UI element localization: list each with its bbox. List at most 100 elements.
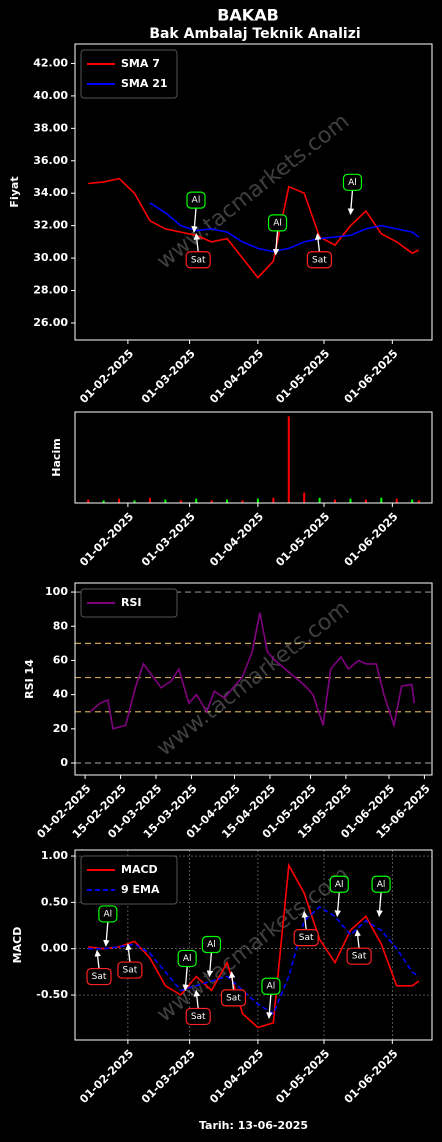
legend-label: SMA 7	[121, 57, 160, 70]
annotation-label: Sat	[92, 972, 107, 982]
volume-bar	[256, 498, 259, 503]
volume-bar	[395, 498, 398, 503]
y-tick-label: 0.00	[41, 942, 68, 955]
volume-bar	[210, 500, 213, 503]
annotation-label: Sat	[352, 952, 367, 962]
annotation-box	[329, 875, 349, 893]
axes-frame	[74, 582, 433, 776]
annotation-label: Sat	[123, 966, 138, 976]
plot-area	[89, 612, 416, 730]
legend-label: 9 EMA	[121, 883, 160, 896]
annotation-box	[185, 251, 211, 269]
volume-bar	[417, 500, 420, 503]
series-line	[89, 612, 416, 730]
y-axis-label: Hacim	[50, 438, 63, 476]
y-tick-label: 42.00	[33, 56, 68, 69]
annotation-box	[342, 173, 363, 191]
volume-bar	[179, 500, 182, 503]
annotation-label: Sat	[312, 255, 327, 265]
volume-bar	[303, 492, 306, 503]
annotation-label: Al	[273, 218, 282, 228]
annotation-label: Al	[192, 196, 201, 206]
annotation-box	[371, 875, 391, 893]
volume-bar	[133, 500, 136, 503]
annotation-box	[177, 949, 197, 968]
legend-label: SMA 21	[121, 77, 168, 90]
volume-bar	[334, 499, 337, 503]
annotation-label: Al	[104, 909, 113, 919]
y-tick-label: 60	[53, 653, 69, 666]
annotation-box	[117, 961, 143, 979]
annotation-box	[185, 1007, 211, 1026]
annotation-arrow	[191, 208, 198, 233]
y-tick-label: 80	[53, 619, 69, 632]
annotation-arrow	[182, 966, 189, 992]
annotation-arrow	[266, 994, 273, 1019]
annotation-arrow	[125, 943, 132, 963]
legend-label: MACD	[121, 863, 158, 876]
annotation-box	[267, 214, 288, 232]
plot-area	[87, 416, 420, 503]
annotation-box	[306, 251, 333, 269]
axes-frame	[74, 849, 433, 1041]
annotation-box	[220, 989, 247, 1007]
y-tick-label: 26.00	[33, 316, 68, 329]
y-tick-label: 30.00	[33, 251, 68, 264]
volume-bar	[364, 499, 367, 503]
volume-bar	[118, 498, 121, 503]
chart-title: BAKAB	[217, 6, 279, 25]
annotation-arrow	[193, 233, 201, 252]
annotation-label: Sat	[226, 993, 241, 1003]
volume-bar	[102, 500, 105, 503]
annotation-box	[261, 977, 281, 995]
annotation-label: Al	[348, 178, 357, 188]
annotation-arrow	[272, 230, 280, 256]
annotation-label: Al	[267, 982, 276, 992]
annotation-box	[346, 947, 372, 965]
y-axis-label: MACD	[11, 927, 24, 964]
annotation-arrow	[103, 921, 110, 947]
x-axis-label: Tarih: 13-06-2025	[199, 1119, 308, 1132]
annotation-arrow	[228, 971, 236, 990]
annotation-arrow	[301, 910, 309, 930]
annotation-box	[98, 905, 118, 923]
annotation-box	[293, 929, 319, 947]
legend-box	[80, 855, 178, 905]
volume-bar	[226, 499, 229, 503]
y-tick-label: 100	[45, 585, 68, 598]
annotation-label: Al	[377, 880, 386, 890]
volume-bar	[349, 498, 352, 503]
volume-bar	[148, 497, 151, 503]
annotation-arrow	[193, 989, 201, 1009]
annotation-label: Sat	[299, 933, 314, 943]
series-line	[88, 177, 420, 279]
volume-bar	[87, 499, 90, 503]
annotation-arrow	[94, 949, 101, 969]
annotation-label: Sat	[191, 255, 206, 265]
annotation-label: Sat	[191, 1012, 206, 1022]
volume-bar	[380, 497, 383, 503]
annotation-arrow	[334, 892, 341, 917]
y-tick-label: 40.00	[33, 89, 68, 102]
y-tick-label: 38.00	[33, 121, 68, 134]
y-tick-label: 36.00	[33, 154, 68, 167]
annotation-arrow	[206, 952, 214, 978]
annotation-arrow	[314, 233, 322, 252]
y-tick-label: 32.00	[33, 219, 68, 232]
annotation-box	[186, 191, 206, 209]
y-axis-label: RSI 14	[23, 659, 36, 699]
y-axis-label: Fiyat	[8, 176, 21, 207]
series-line	[88, 906, 420, 1015]
legend-label: RSI	[121, 596, 142, 609]
volume-bar	[287, 416, 290, 503]
annotation-arrow	[354, 929, 361, 949]
y-tick-label: 0.50	[41, 895, 68, 908]
volume-bar	[318, 497, 321, 503]
y-tick-label: 20	[53, 722, 69, 735]
volume-bar	[411, 499, 414, 503]
volume-bar	[241, 500, 244, 503]
annotation-label: Al	[335, 880, 344, 890]
plot-area	[88, 862, 420, 1029]
y-tick-label: 1.00	[41, 849, 68, 862]
